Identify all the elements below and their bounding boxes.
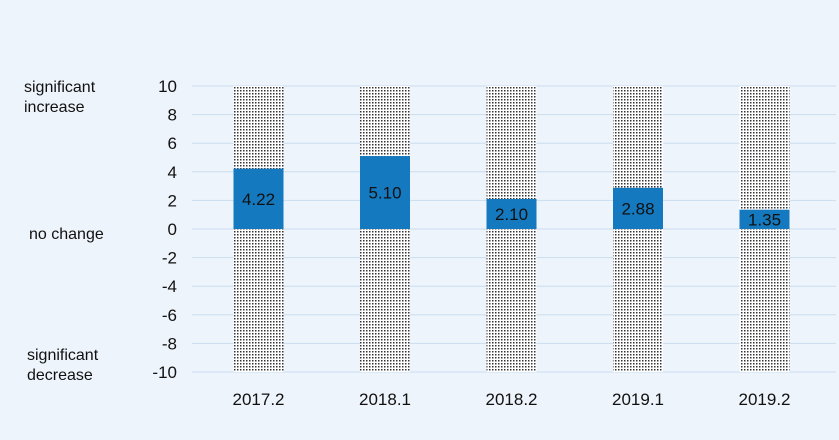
y-tick-label: 0 [168, 220, 177, 239]
y-axis-ticks: 10 8 6 4 2 0 -2 -4 -6 -8 -10 [152, 77, 177, 382]
data-label: 5.10 [368, 184, 401, 203]
annotation-significant-increase: significant increase [24, 79, 96, 116]
data-label: 1.35 [748, 210, 781, 229]
value-bar [360, 156, 410, 229]
x-tick-label: 2018.1 [359, 390, 411, 409]
y-tick-label: -4 [162, 277, 177, 296]
value-bar [613, 187, 663, 229]
data-label: 2.10 [495, 205, 528, 224]
value-bar [739, 209, 790, 229]
x-axis-ticks: 2017.2 2018.1 2018.2 2019.1 2019.2 [233, 390, 791, 409]
y-tick-label: 6 [168, 134, 177, 153]
annotation-significant-decrease: significant decrease [27, 347, 99, 384]
y-tick-label: 8 [168, 106, 177, 125]
x-tick-label: 2019.1 [612, 390, 664, 409]
value-labels: 4.22 5.10 2.10 2.88 1.35 [242, 184, 781, 230]
y-tick-label: -8 [162, 334, 177, 353]
x-tick-label: 2017.2 [233, 390, 285, 409]
y-tick-label: -6 [162, 306, 177, 325]
value-bar [486, 198, 537, 229]
y-tick-label: 2 [168, 191, 177, 210]
y-tick-label: 10 [158, 77, 177, 96]
y-tick-label: 4 [168, 163, 177, 182]
data-label: 2.88 [621, 199, 654, 218]
annotation-no-change: no change [29, 226, 104, 243]
value-bars [233, 156, 790, 229]
y-tick-label: -10 [152, 363, 177, 382]
x-tick-label: 2018.2 [486, 390, 538, 409]
value-bar [233, 168, 284, 229]
data-label: 4.22 [242, 190, 275, 209]
x-tick-label: 2019.2 [739, 390, 791, 409]
y-tick-label: -2 [162, 249, 177, 268]
